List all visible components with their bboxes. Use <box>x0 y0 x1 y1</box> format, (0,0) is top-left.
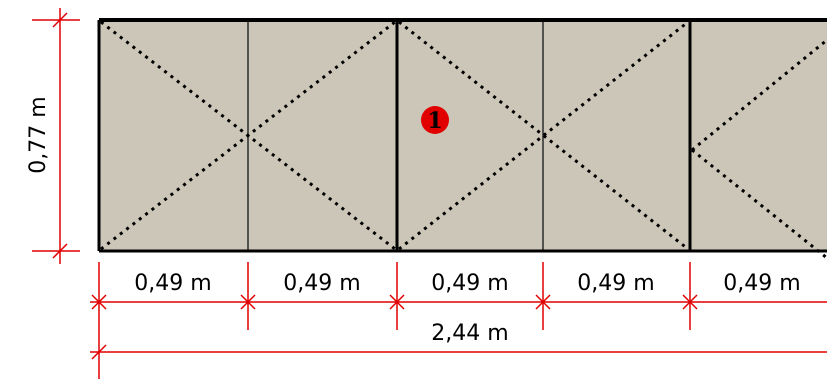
total-label: 2,44 m <box>431 321 508 346</box>
panel-outline <box>97 18 827 253</box>
panel-marker: 1 <box>421 106 449 134</box>
diagonal-bracing <box>100 20 827 260</box>
height-dimension <box>32 8 80 264</box>
height-label: 0,77 m <box>26 96 51 173</box>
total-dimension-line <box>90 344 827 360</box>
brace-line <box>691 148 827 260</box>
panel-surface <box>99 20 827 251</box>
segment-label: 0,49 m <box>431 271 508 296</box>
panel-heavy-joints <box>395 20 692 251</box>
brace-line <box>100 20 396 251</box>
segment-dimension-line <box>90 262 827 379</box>
segment-label: 0,49 m <box>577 271 654 296</box>
segment-label: 0,49 m <box>723 271 800 296</box>
brace-line <box>398 20 689 251</box>
brace-line <box>398 20 689 251</box>
brace-line <box>691 38 827 152</box>
segment-label: 0,49 m <box>134 271 211 296</box>
marker-circle <box>421 106 449 134</box>
segment-label: 0,49 m <box>283 271 360 296</box>
marker-number: 1 <box>427 108 442 134</box>
